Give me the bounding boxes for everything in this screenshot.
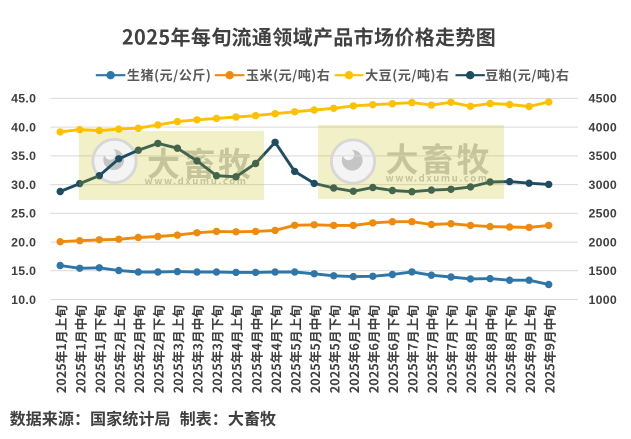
svg-text:2025年2月中旬: 2025年2月中旬 [129, 305, 148, 393]
svg-text:2025年7月中旬: 2025年7月中旬 [422, 305, 441, 393]
svg-text:2025年8月下旬: 2025年8月下旬 [500, 305, 519, 393]
svg-text:35.0: 35.0 [11, 149, 36, 163]
svg-text:2025年6月上旬: 2025年6月上旬 [344, 305, 363, 393]
svg-text:2025年5月上旬: 2025年5月上旬 [285, 305, 304, 393]
svg-text:30.0: 30.0 [11, 178, 36, 192]
svg-text:2500: 2500 [589, 207, 618, 221]
svg-text:20.0: 20.0 [11, 235, 36, 249]
svg-text:1000: 1000 [589, 293, 618, 307]
svg-text:40.0: 40.0 [11, 120, 36, 134]
svg-text:2025年2月上旬: 2025年2月上旬 [110, 305, 129, 393]
svg-text:2025年每旬流通领域产品市场价格走势图: 2025年每旬流通领域产品市场价格走势图 [122, 22, 496, 51]
svg-text:制表：大畜牧: 制表：大畜牧 [180, 405, 277, 429]
svg-text:3500: 3500 [589, 149, 618, 163]
svg-text:2025年5月下旬: 2025年5月下旬 [324, 305, 343, 393]
svg-text:15.0: 15.0 [11, 264, 36, 278]
svg-text:4000: 4000 [589, 120, 618, 134]
svg-text:大豆(元/吨)右: 大豆(元/吨)右 [365, 65, 449, 84]
svg-text:2025年2月下旬: 2025年2月下旬 [149, 305, 168, 393]
svg-text:2025年6月下旬: 2025年6月下旬 [383, 305, 402, 393]
svg-text:2025年8月上旬: 2025年8月上旬 [461, 305, 480, 393]
svg-text:2025年9月中旬: 2025年9月中旬 [539, 305, 558, 393]
svg-text:2025年7月上旬: 2025年7月上旬 [403, 305, 422, 393]
svg-text:www.dxumu.com: www.dxumu.com [385, 171, 488, 185]
svg-text:2025年4月下旬: 2025年4月下旬 [266, 305, 285, 393]
svg-text:2025年1月上旬: 2025年1月上旬 [51, 305, 70, 393]
svg-text:2025年3月上旬: 2025年3月上旬 [168, 305, 187, 393]
svg-text:2025年5月中旬: 2025年5月中旬 [305, 305, 324, 393]
svg-text:2025年1月下旬: 2025年1月下旬 [90, 305, 109, 393]
svg-text:4500: 4500 [589, 92, 618, 106]
svg-text:2025年8月中旬: 2025年8月中旬 [481, 305, 500, 393]
svg-text:2025年3月下旬: 2025年3月下旬 [207, 305, 226, 393]
svg-text:45.0: 45.0 [11, 92, 36, 106]
svg-text:2025年6月中旬: 2025年6月中旬 [364, 305, 383, 393]
svg-text:2025年7月下旬: 2025年7月下旬 [442, 305, 461, 393]
svg-text:2025年1月中旬: 2025年1月中旬 [70, 305, 89, 393]
svg-text:10.0: 10.0 [11, 293, 36, 307]
svg-text:2025年4月中旬: 2025年4月中旬 [246, 305, 265, 393]
svg-text:大畜牧: 大畜牧 [386, 134, 493, 182]
svg-text:1500: 1500 [589, 264, 618, 278]
svg-text:数据来源：国家统计局: 数据来源：国家统计局 [10, 405, 171, 429]
svg-text:豆粕(元/吨)右: 豆粕(元/吨)右 [485, 65, 569, 84]
svg-text:2025年3月中旬: 2025年3月中旬 [188, 305, 207, 393]
svg-text:2000: 2000 [589, 235, 618, 249]
svg-text:生猪(元/公斤): 生猪(元/公斤) [127, 65, 211, 84]
svg-text:3000: 3000 [589, 178, 618, 192]
svg-text:25.0: 25.0 [11, 207, 36, 221]
svg-text:2025年4月上旬: 2025年4月上旬 [227, 305, 246, 393]
svg-text:玉米(元/吨)右: 玉米(元/吨)右 [246, 65, 330, 84]
svg-text:2025年9月上旬: 2025年9月上旬 [520, 305, 539, 393]
